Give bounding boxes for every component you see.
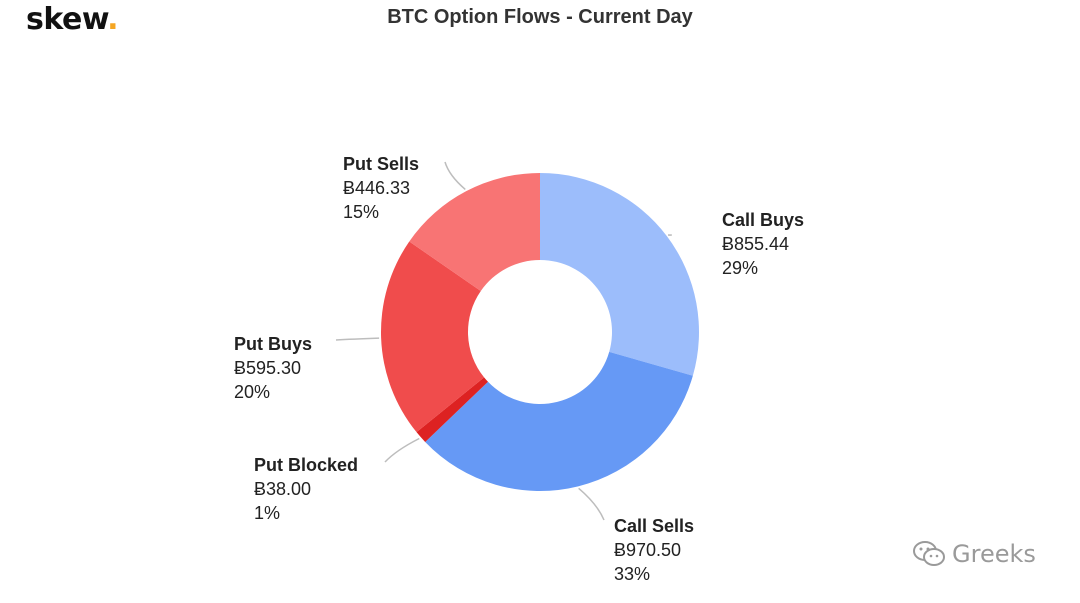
chart-title: BTC Option Flows - Current Day [387, 6, 693, 28]
label-value: Ƀ38.00 [254, 479, 312, 499]
label-value: Ƀ855.44 [722, 234, 790, 254]
slice-call-sells [425, 351, 693, 492]
logo-text: skew [26, 2, 108, 37]
slice-put-buys [381, 241, 485, 433]
leader-line-put-sells [444, 161, 466, 190]
watermark: Greeks [912, 540, 1036, 568]
slices-group [381, 173, 699, 492]
label-value: Ƀ970.50 [614, 540, 682, 560]
label-put-buys: Put Buys Ƀ595.30 20% [234, 332, 312, 404]
label-put-blocked: Put Blocked Ƀ38.00 1% [254, 453, 358, 525]
label-name: Put Buys [234, 334, 313, 354]
label-name: Call Buys [722, 210, 805, 230]
label-percent: 15% [343, 202, 380, 222]
label-value: Ƀ446.33 [343, 178, 411, 198]
label-name: Put Blocked [254, 455, 359, 475]
label-call-buys: Call Buys Ƀ855.44 29% [722, 208, 804, 280]
skew-logo: skew. [26, 2, 119, 37]
label-percent: 20% [234, 382, 271, 402]
label-percent: 33% [614, 564, 651, 584]
slice-put-sells [409, 173, 540, 292]
logo-dot: . [107, 2, 119, 37]
leader-line-put-blocked [384, 437, 420, 463]
label-put-sells: Put Sells Ƀ446.33 15% [343, 152, 419, 224]
label-name: Put Sells [343, 154, 420, 174]
watermark-text: Greeks [952, 540, 1036, 568]
wechat-icon [913, 541, 945, 566]
label-name: Call Sells [614, 516, 695, 536]
slice-call-buys [540, 173, 699, 376]
leader-line-put-buys [335, 337, 380, 341]
label-call-sells: Call Sells Ƀ970.50 33% [614, 514, 694, 586]
label-percent: 29% [722, 258, 759, 278]
leader-line-call-sells [578, 487, 605, 521]
slice-put-blocked [416, 377, 489, 442]
leader-lines-group [335, 161, 673, 521]
label-percent: 1% [254, 503, 281, 523]
label-value: Ƀ595.30 [234, 358, 302, 378]
